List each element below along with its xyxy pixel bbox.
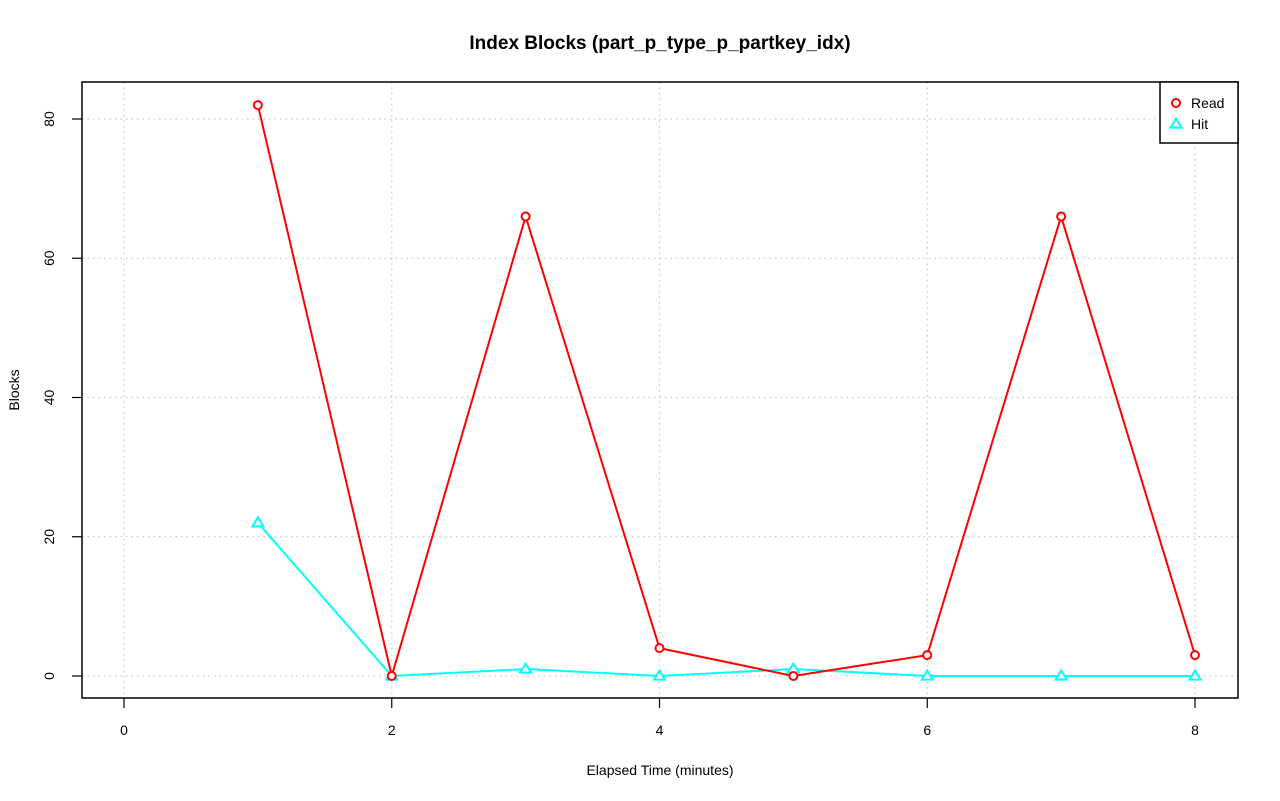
legend: Read Hit <box>1159 81 1239 144</box>
triangle-marker-icon <box>1053 668 1069 681</box>
chart-title: Index Blocks (part_p_type_p_partkey_idx) <box>469 33 850 54</box>
series-read <box>252 100 1200 681</box>
x-tick-label: 6 <box>923 722 931 738</box>
triangle-marker-icon <box>1187 668 1203 681</box>
legend-circle-icon <box>1171 98 1181 108</box>
triangle-marker-icon <box>250 515 266 528</box>
triangle-marker-icon <box>652 668 667 681</box>
legend-label: Hit <box>1191 116 1208 132</box>
series-line <box>256 104 1196 680</box>
circle-marker-icon <box>252 100 263 111</box>
legend-box <box>1159 81 1239 144</box>
triangle-marker-icon <box>518 661 533 674</box>
triangle-marker-icon <box>919 668 935 681</box>
y-tick-label: 40 <box>41 390 57 406</box>
y-tick-label: 20 <box>41 529 57 545</box>
circle-marker-icon <box>520 211 531 222</box>
y-tick-label: 80 <box>41 111 57 127</box>
circle-marker-icon <box>922 650 933 661</box>
circle-marker-icon <box>1190 650 1200 661</box>
x-tick-label: 2 <box>388 722 396 738</box>
x-axis: 0 2 4 6 8 <box>120 698 1199 738</box>
y-tick-label: 60 <box>41 250 57 266</box>
x-tick-label: 8 <box>1191 722 1199 738</box>
circle-marker-icon <box>1056 211 1067 222</box>
legend-label: Read <box>1191 95 1224 111</box>
grid-lines <box>82 82 1238 698</box>
circle-marker-icon <box>654 643 665 654</box>
y-axis: 0 20 40 60 80 <box>41 111 82 680</box>
series-line <box>257 522 1195 678</box>
x-tick-label: 4 <box>656 722 664 738</box>
circle-marker-icon <box>788 671 799 681</box>
series-hit <box>250 515 1203 681</box>
x-axis-label: Elapsed Time (minutes) <box>586 762 733 778</box>
legend-triangle-icon <box>1168 116 1184 129</box>
x-tick-label: 0 <box>120 722 128 738</box>
y-tick-label: 0 <box>41 672 57 680</box>
y-axis-label: Blocks <box>6 369 22 410</box>
circle-marker-icon <box>386 671 397 681</box>
data-series <box>250 100 1203 681</box>
